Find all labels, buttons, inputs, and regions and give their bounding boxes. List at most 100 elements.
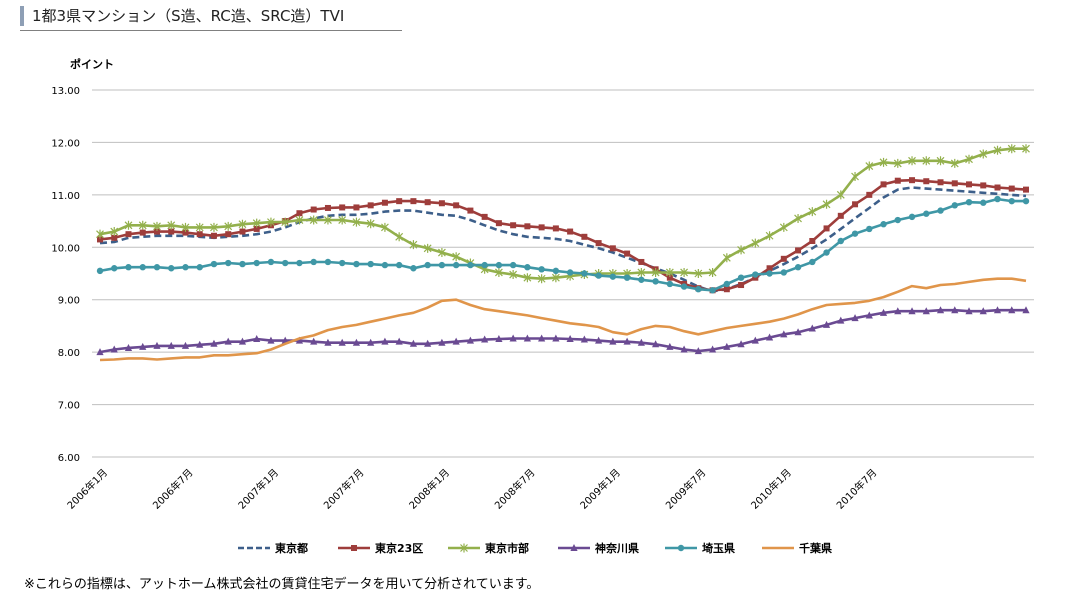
data-point [879,157,888,167]
data-point [765,231,774,241]
data-point [509,270,518,280]
data-point [677,544,685,552]
data-point [580,335,588,343]
data-point [181,222,190,232]
data-point [353,260,360,268]
data-point [153,221,161,231]
data-point [253,225,260,232]
series-line [99,186,1027,293]
data-point [666,342,674,350]
legend-item: 東京市部 [448,541,529,555]
data-point [481,261,488,269]
data-point [324,338,332,346]
data-point [680,283,688,290]
data-point [225,259,232,267]
data-point [111,234,118,241]
data-point [851,314,859,322]
data-point [367,338,375,346]
data-point [467,261,474,269]
data-point [138,220,147,230]
series-1 [99,186,1027,293]
data-point [124,220,133,230]
data-point [125,231,132,238]
y-tick-label: 13.00 [51,86,80,97]
data-point [452,337,460,345]
data-point [837,316,845,324]
data-point [852,201,859,208]
legend-label: 東京23区 [375,541,423,555]
data-point [894,216,901,224]
data-point [168,265,175,272]
data-point [96,348,104,356]
data-point [310,258,317,266]
data-point [509,334,517,342]
data-point [937,179,944,186]
data-point [570,544,578,551]
data-point [324,215,332,225]
data-point [339,204,346,211]
data-point [780,269,788,276]
data-point [966,181,973,188]
data-point [310,337,318,345]
data-point [181,341,190,349]
data-point [324,204,331,211]
data-point [381,261,389,269]
data-point [460,543,468,553]
data-point [695,286,702,293]
data-point [1008,306,1016,314]
data-point [965,154,973,164]
data-point [153,341,161,349]
data-point [253,259,260,267]
data-point [651,267,660,277]
data-point [182,264,189,271]
data-point [366,219,375,229]
data-point [950,158,959,168]
data-point [367,202,374,209]
data-point [481,213,488,220]
data-point [296,259,303,267]
data-point [352,338,361,346]
data-point [980,182,987,189]
data-point [766,265,773,272]
data-point [609,245,616,252]
data-point [238,219,247,229]
series-2 [97,177,1029,294]
data-point [837,212,844,219]
data-point [481,335,489,343]
data-point [581,270,588,277]
data-point [609,273,617,280]
data-point [680,267,689,277]
y-axis-label: ポイント [70,57,114,71]
data-point [595,336,603,344]
data-point [338,338,346,346]
x-tick-label: 2009年1月 [577,466,623,512]
data-point [182,229,189,236]
data-point [866,225,873,233]
data-point [224,221,233,231]
data-point [922,307,930,315]
data-point [623,274,631,281]
series-line [99,308,1026,354]
data-point [722,253,731,263]
data-point [937,207,944,214]
data-point [538,224,545,231]
data-point [993,306,1002,314]
data-point [509,261,517,269]
data-point [409,339,418,347]
y-tick-label: 8.00 [58,348,80,359]
y-tick-labels: 6.00 7.00 8.00 9.00 10.00 11.00 12.00 13.00 [51,86,80,464]
data-point [1023,186,1029,193]
data-point [438,200,445,207]
data-point [751,238,760,248]
data-point [267,217,275,227]
data-point [453,202,460,209]
data-point [524,223,531,230]
data-point [324,258,332,266]
data-point [652,278,659,285]
data-point [467,207,474,214]
data-point [281,217,290,227]
x-tick-label: 2006年7月 [150,466,196,512]
data-point [951,202,958,209]
data-point [665,267,674,277]
